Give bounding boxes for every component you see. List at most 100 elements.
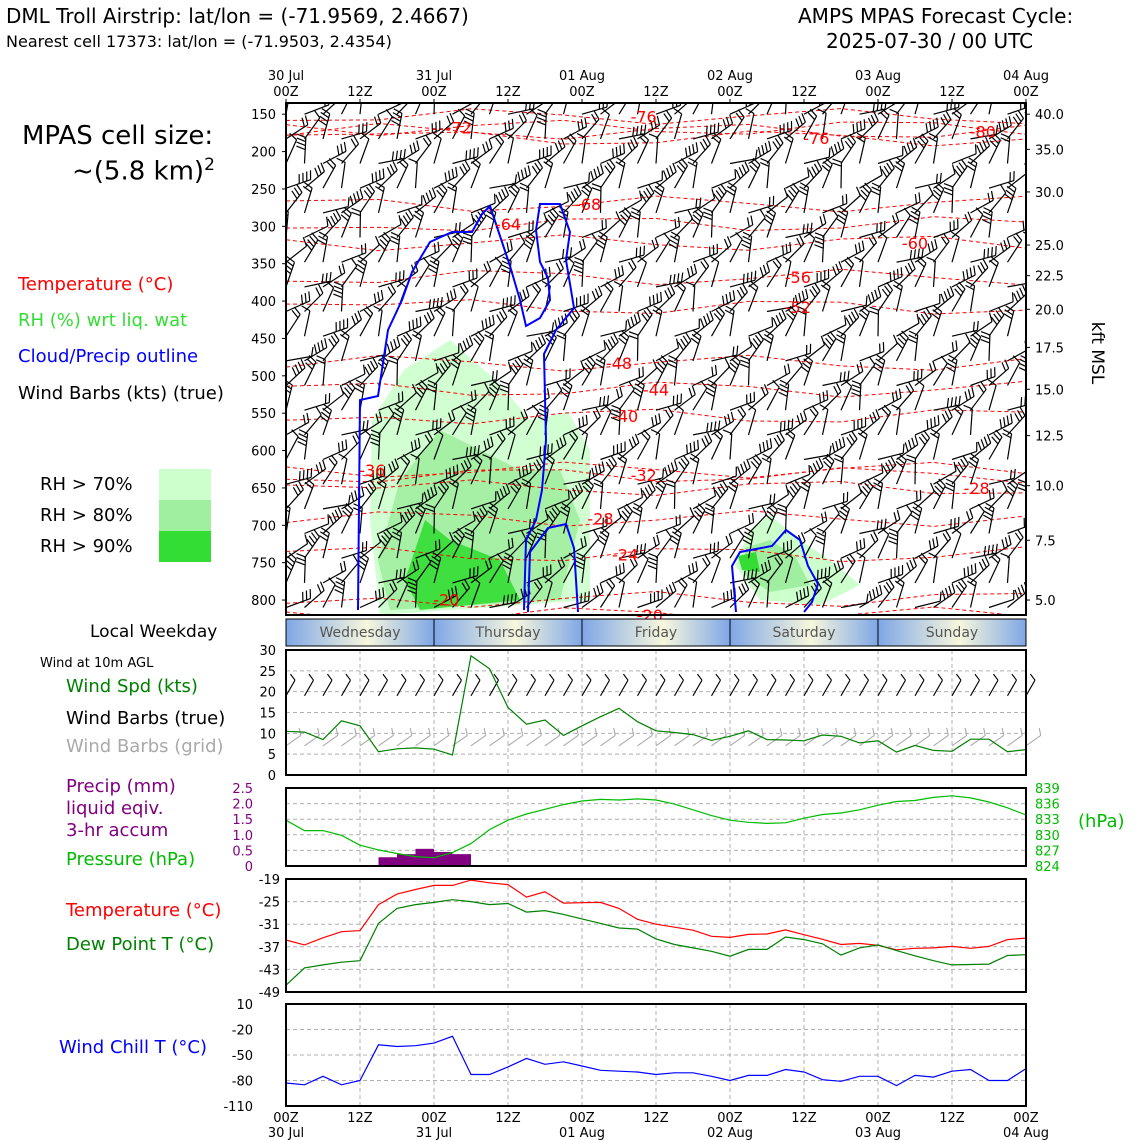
wind-barb [470,330,485,362]
wind-barb-feather [693,441,696,451]
wind-barb-feather [403,149,406,159]
wind-barb-feather [801,290,805,301]
wind-barb-feather [761,457,771,464]
wind-barb [563,360,585,386]
grid-wind-barb-feather [576,727,579,736]
wind-barb-feather [300,358,306,369]
wind-barb-feather [918,317,925,326]
wind-barb-staff [415,317,435,337]
wind-barb-staff [914,385,925,411]
wind-barb-feather [619,333,628,341]
wind-barb-feather [502,298,505,308]
wind-barb-feather [549,510,556,520]
wind-barb-staff [766,439,785,460]
wind-barb-feather [556,381,563,391]
wind-barb-feather [504,186,510,196]
wind-barb-feather [336,157,346,163]
wind-barb-staff [673,236,681,263]
wind-barb-feather [800,485,809,492]
wind-barb-staff [396,583,409,608]
wind-barb-feather [553,504,561,513]
wind-barb-staff [729,238,743,263]
wind-barb [615,576,625,608]
grid-wind-barb-staff [951,735,968,747]
wind-barb-feather [359,555,368,563]
wind-barb-staff [451,238,464,263]
wind-barb-feather [383,466,386,476]
wind-barb-feather [995,429,1003,438]
grid-wind-barb-feather [613,727,616,736]
wind-barb-feather [490,436,494,446]
wind-barb-staff [729,589,750,608]
wind-barb-feather [595,407,601,417]
wind-barb [470,138,493,164]
wind-barb-staff [618,320,641,337]
wind-barb-feather [546,565,548,576]
wind-barb-feather [713,542,716,553]
wind-barb-feather [385,109,393,118]
wind-barb-staff [729,310,735,337]
wind-barb-feather [816,527,826,533]
wind-barb-feather [790,539,793,550]
wind-barb-staff [304,414,322,436]
surface-wind-barb-staff [433,679,444,697]
wind-barb-feather [906,562,911,572]
wind-barb [877,108,890,140]
wind-barb [951,333,971,362]
wind-barb-feather [735,231,743,240]
wind-barb [415,120,441,140]
wind-barb [359,428,372,460]
wind-barb [536,108,547,139]
rh90-region [405,520,520,610]
wind-barb [470,453,483,485]
wind-barb [877,564,904,584]
wind-barb-feather [964,391,968,401]
wind-barb-feather [616,444,619,454]
wind-barb-staff [581,470,605,485]
wind-barb-feather [334,585,344,591]
wind-barb [526,322,555,337]
grid-wind-barb-staff [1007,735,1023,747]
wind-barb-staff [563,126,587,140]
wind-barb-feather [518,468,522,478]
wind-barb-feather [391,535,401,542]
wind-barb-staff [895,112,899,139]
surface-wind-barb [877,673,888,697]
wind-barb [966,157,978,189]
wind-barb-staff [507,311,518,337]
wind-barb-feather [1014,532,1022,541]
wind-barb-feather [333,293,343,299]
wind-barb [600,562,625,584]
wind-barb-staff [563,479,590,485]
wind-barb-staff [470,379,497,387]
wind-barb-feather [895,212,900,223]
temperature-contour [286,467,1026,484]
wind-barb-staff [359,475,385,485]
wind-barb-feather [804,354,813,362]
wind-barb-feather [702,257,710,267]
wind-barb-staff [785,419,807,436]
wind-barb-feather [523,358,533,365]
wind-barb-feather [618,337,627,345]
wind-barb-feather [1024,219,1030,228]
wind-barb-feather [461,582,468,592]
grid-wind-barb [692,727,709,747]
wind-barb-feather [935,173,938,184]
grid-wind-barb [359,727,376,747]
wind-barb-feather [1012,116,1020,126]
wind-barb [600,92,622,115]
wind-barb-feather [584,117,588,127]
wind-barb-staff [637,422,661,436]
wind-barb [785,464,811,485]
wind-barb-feather [613,92,621,101]
wind-barb-feather [619,564,622,575]
wind-barb [396,576,409,608]
wind-barb-staff [433,297,457,313]
wind-barb-feather [655,485,664,493]
wind-barb-feather [306,171,308,182]
wind-barb-staff [858,434,868,460]
wind-barb-feather [764,142,768,153]
wind-barb-feather [694,510,702,518]
wind-barb-feather [412,561,417,572]
wind-barb-feather [366,186,373,196]
